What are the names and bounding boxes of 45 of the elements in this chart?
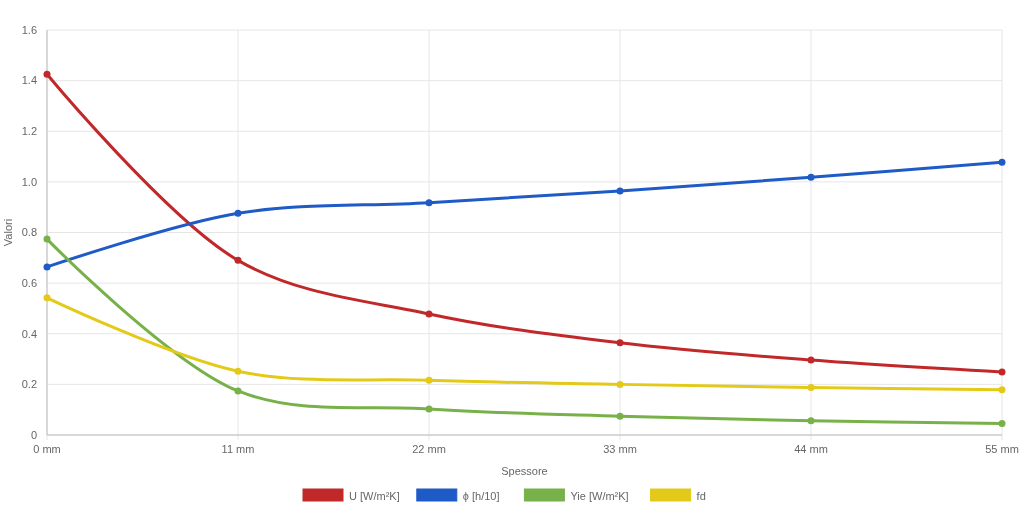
x-axis-title: Spessore xyxy=(501,465,548,477)
y-axis-title: Valori xyxy=(2,218,14,247)
point xyxy=(43,263,51,271)
y-tick-label: 0.8 xyxy=(21,226,37,239)
x-tick-label: 0 mm xyxy=(33,443,61,455)
point xyxy=(425,199,433,207)
x-tick-label: 11 mm xyxy=(221,443,255,455)
point xyxy=(234,256,242,264)
x-tick-label: 33 mm xyxy=(603,443,637,455)
y-tick-label: 1.2 xyxy=(21,125,37,138)
point xyxy=(616,412,624,420)
y-tick-label: 0.4 xyxy=(21,327,37,340)
point xyxy=(425,376,433,384)
point xyxy=(807,383,815,391)
point xyxy=(807,356,815,364)
point xyxy=(43,235,51,243)
y-tick-label: 1.0 xyxy=(21,175,37,188)
legend-label: fd xyxy=(696,489,706,502)
y-tick-label: 1.4 xyxy=(21,74,37,87)
point xyxy=(234,367,242,375)
point xyxy=(425,310,433,318)
point xyxy=(807,417,815,425)
point xyxy=(998,368,1006,376)
point xyxy=(616,187,624,195)
point xyxy=(998,420,1006,428)
point xyxy=(43,70,51,78)
point xyxy=(616,339,624,347)
y-tick-label: 0.6 xyxy=(21,276,37,289)
x-tick-label: 22 mm xyxy=(412,443,446,455)
y-tick-label: 0.2 xyxy=(21,378,37,391)
point xyxy=(43,294,51,302)
legend-label: Yie [W/m²K] xyxy=(570,489,629,502)
point xyxy=(807,173,815,181)
legend-label: ϕ [h/10] xyxy=(462,489,500,502)
x-tick-label: 55 mm xyxy=(985,443,1019,455)
y-tick-label: 0 xyxy=(30,428,37,441)
x-tick-label: 44 mm xyxy=(794,443,828,455)
point xyxy=(234,209,242,217)
point xyxy=(998,386,1006,394)
legend-label: U [W/m²K] xyxy=(349,489,400,502)
point xyxy=(616,380,624,388)
point xyxy=(998,158,1006,166)
y-tick-label: 1.6 xyxy=(21,23,37,36)
point xyxy=(425,405,433,413)
point xyxy=(234,387,242,395)
